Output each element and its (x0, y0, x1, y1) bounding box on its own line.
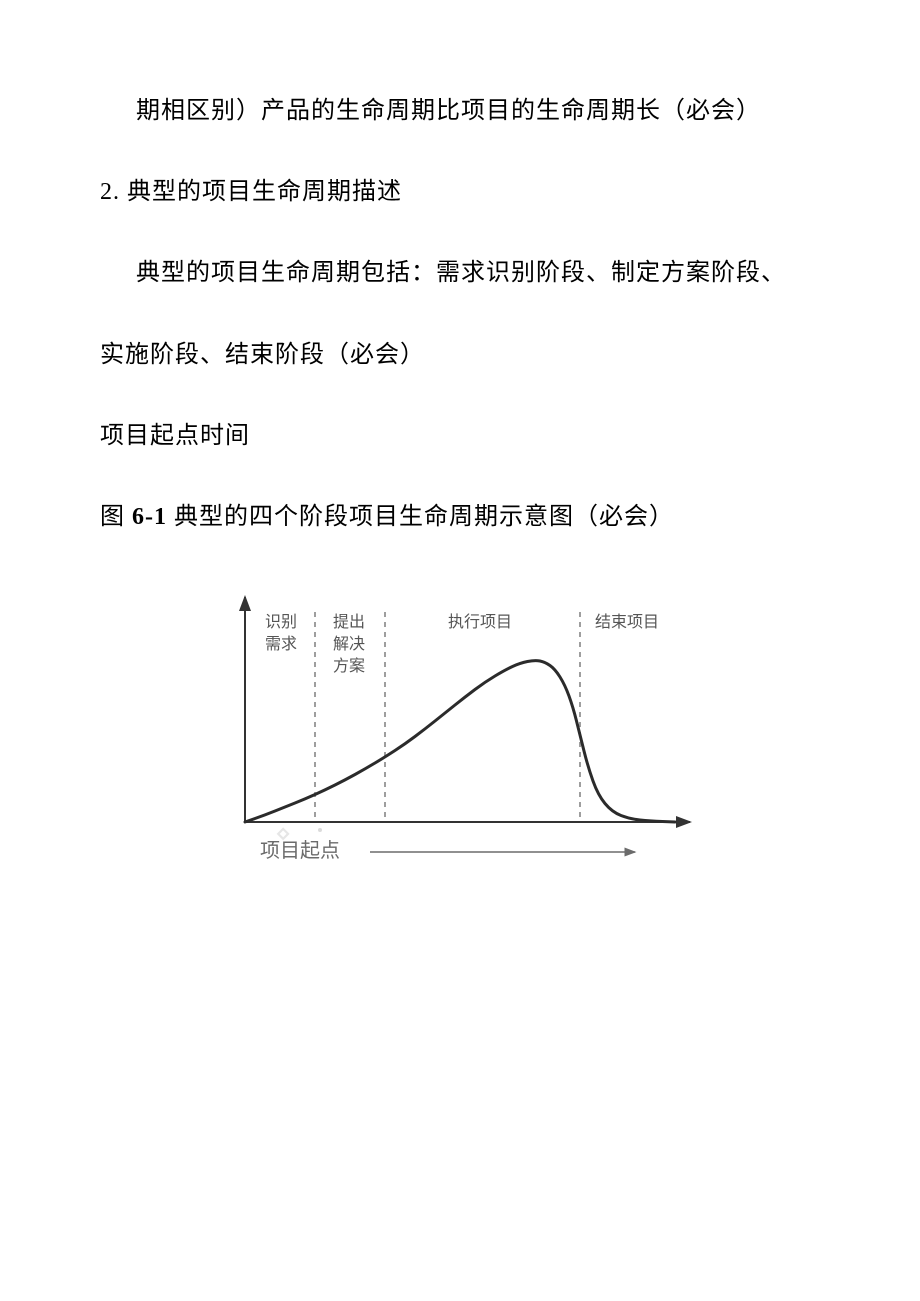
svg-text:结束项目: 结束项目 (595, 613, 659, 631)
caption-prefix: 图 (100, 504, 132, 530)
svg-text:项目起点: 项目起点 (260, 839, 340, 862)
paragraph-5: 项目起点时间 (100, 415, 820, 458)
svg-text:需求: 需求 (265, 635, 297, 653)
svg-text:识别: 识别 (265, 613, 297, 631)
caption-suffix: 典型的四个阶段项目生命周期示意图（必会） (167, 504, 674, 530)
paragraph-3: 典型的项目生命周期包括：需求识别阶段、制定方案阶段、 (100, 252, 820, 295)
chart-svg: 识别需求提出解决方案执行项目结束项目⋄项目起点 (220, 577, 700, 897)
paragraph-1: 期相区别）产品的生命周期比项目的生命周期长（必会） (100, 90, 820, 133)
paragraph-4: 实施阶段、结束阶段（必会） (100, 334, 820, 377)
paragraph-2: 2. 典型的项目生命周期描述 (100, 171, 820, 214)
lifecycle-chart: 识别需求提出解决方案执行项目结束项目⋄项目起点 (220, 577, 700, 897)
figure-caption: 图 6-1 典型的四个阶段项目生命周期示意图（必会） (100, 496, 820, 539)
svg-text:方案: 方案 (333, 657, 365, 675)
svg-text:执行项目: 执行项目 (448, 613, 512, 631)
svg-text:提出: 提出 (333, 613, 365, 631)
caption-number: 6-1 (132, 504, 167, 530)
svg-text:解决: 解决 (333, 635, 365, 653)
